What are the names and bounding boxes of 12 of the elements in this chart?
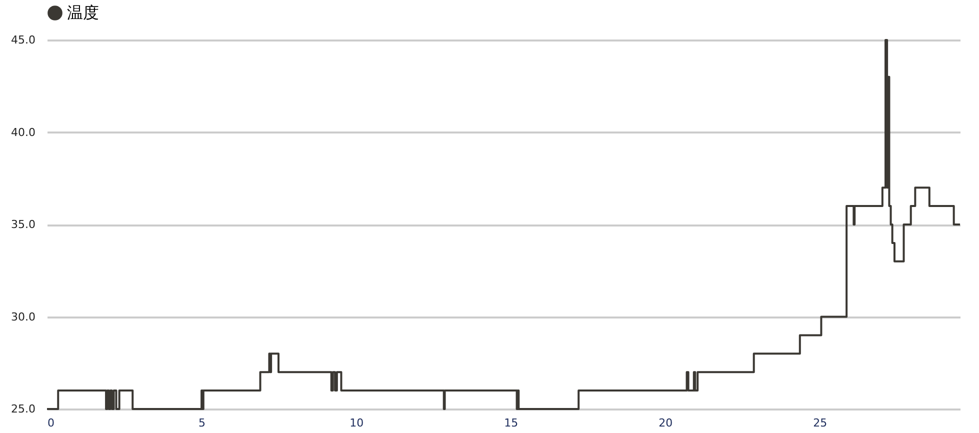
x-tick-label: 0	[48, 416, 54, 430]
x-tick-label: 15	[504, 416, 518, 430]
legend-label: 温度	[67, 3, 99, 22]
x-tick-label: 5	[198, 416, 206, 430]
x-tick-label: 25	[813, 416, 828, 430]
y-tick-label: 35.0	[11, 218, 36, 231]
y-tick-label: 25.0	[11, 402, 36, 416]
y-tick-label: 30.0	[11, 310, 36, 324]
x-tick-label: 10	[350, 416, 364, 430]
y-tick-label: 40.0	[11, 126, 36, 139]
x-tick-label: 20	[658, 416, 673, 430]
y-tick-label: 45.0	[11, 34, 36, 46]
